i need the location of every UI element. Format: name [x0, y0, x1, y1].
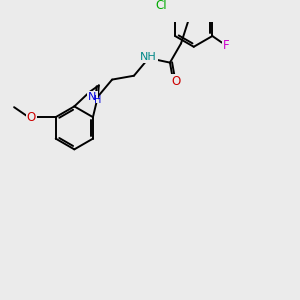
Text: N: N	[88, 92, 97, 102]
Text: O: O	[27, 111, 36, 124]
Text: NH: NH	[140, 52, 157, 62]
Text: H: H	[94, 95, 102, 105]
Text: Cl: Cl	[155, 0, 167, 12]
Text: F: F	[223, 39, 230, 52]
Text: O: O	[171, 75, 180, 88]
